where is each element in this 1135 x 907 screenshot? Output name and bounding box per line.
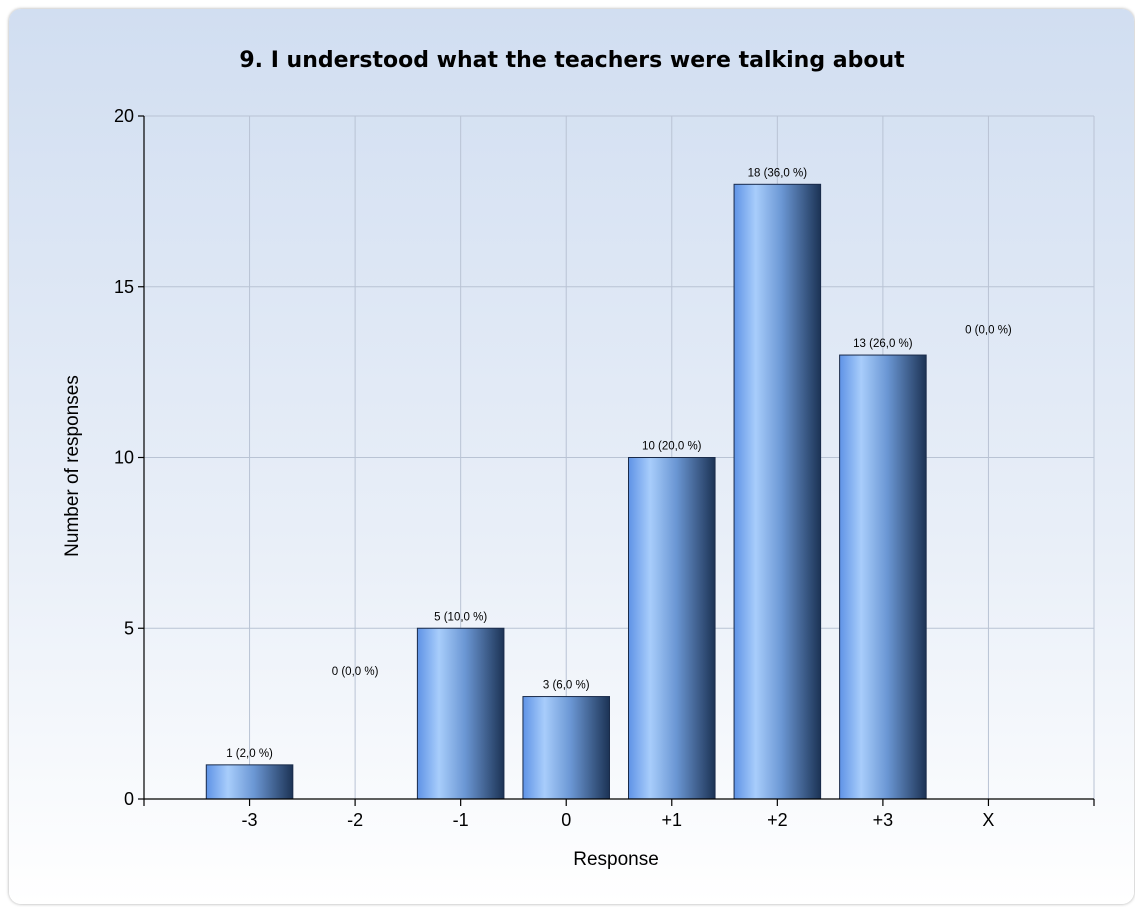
bar-3 (522, 696, 611, 800)
bar-layer (205, 183, 927, 800)
data-label: 3 (6,0 %) (543, 680, 590, 692)
data-label: 10 (20,0 %) (642, 441, 702, 453)
y-tick-label: 0 (124, 789, 134, 809)
chart-title: 9. I understood what the teachers were t… (239, 48, 905, 73)
data-label: 18 (36,0 %) (748, 167, 808, 179)
data-label: 1 (2,0 %) (226, 748, 273, 760)
bar-6 (839, 354, 927, 800)
x-axis-label: Response (573, 849, 659, 870)
x-tick-label: -3 (242, 810, 258, 830)
bar-2 (416, 627, 505, 800)
x-tick-label: 0 (561, 810, 571, 830)
data-label: 13 (26,0 %) (853, 338, 913, 350)
x-tick-label: -1 (453, 810, 469, 830)
bar-0 (205, 764, 294, 800)
bar-chart: 9. I understood what the teachers were t… (62, 48, 1095, 870)
x-tick-label: +2 (767, 810, 788, 830)
y-tick-label: 15 (114, 277, 134, 297)
data-label: 0 (0,0 %) (332, 666, 379, 678)
data-label: 0 (0,0 %) (965, 324, 1012, 336)
data-label-layer: 1 (2,0 %) 0 (0,0 %) 5 (10,0 %) 3 (6,0 %) 10 … (226, 167, 1012, 760)
grid-layer (144, 115, 1095, 799)
y-axis-label: Number of responses (62, 375, 83, 557)
y-tick-label: 20 (114, 106, 134, 126)
axis-layer: 0 5 10 15 20 -3 -2 -1 0 +1 +2 +3 X (114, 106, 1095, 830)
x-tick-label: +1 (662, 810, 683, 830)
y-tick-label: 5 (124, 618, 134, 638)
chart-panel: 9. I understood what the teachers were t… (9, 9, 1134, 904)
x-tick-label: -2 (347, 810, 363, 830)
bar-5 (733, 183, 822, 800)
y-tick-label: 10 (114, 448, 134, 468)
bar-4 (628, 457, 716, 800)
data-label: 5 (10,0 %) (434, 611, 487, 623)
x-tick-label: X (982, 810, 994, 830)
x-tick-label: +3 (873, 810, 894, 830)
